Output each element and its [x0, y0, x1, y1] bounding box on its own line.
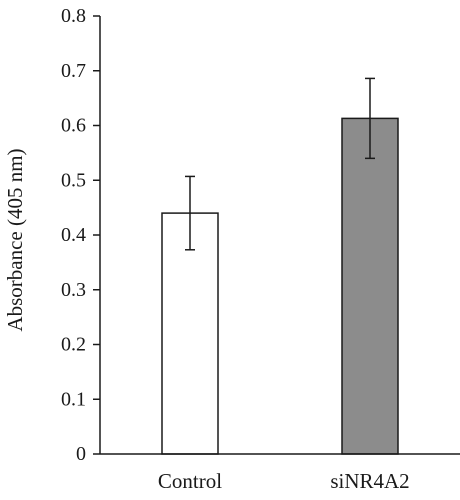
y-tick-label: 0.7: [61, 60, 86, 82]
bars: [161, 117, 399, 455]
y-tick-label: 0.6: [61, 115, 86, 137]
y-axis-label: Absorbance (405 nm): [3, 148, 27, 331]
error-bar-sinr4a2: [365, 77, 375, 160]
x-axis-labels: Control siNR4A2: [158, 469, 410, 493]
y-axis-ticks: 0 0.1 0.2 0.3 0.4 0.5 0.6 0.7 0.8: [61, 5, 100, 465]
y-tick-label: 0.3: [61, 279, 86, 301]
y-tick-label: 0.5: [61, 169, 86, 191]
y-tick-label: 0.8: [61, 5, 86, 27]
y-tick-label: 0.4: [61, 224, 86, 246]
y-tick-label: 0.1: [61, 388, 86, 410]
x-tick-label: siNR4A2: [330, 469, 409, 493]
bar-sinr4a2: [341, 117, 399, 455]
bar-control: [161, 212, 219, 455]
y-tick-label: 0: [76, 443, 86, 465]
y-tick-label: 0.2: [61, 334, 86, 356]
error-bars: [185, 77, 375, 251]
error-bar-control: [185, 175, 195, 251]
x-tick-label: Control: [158, 469, 222, 493]
